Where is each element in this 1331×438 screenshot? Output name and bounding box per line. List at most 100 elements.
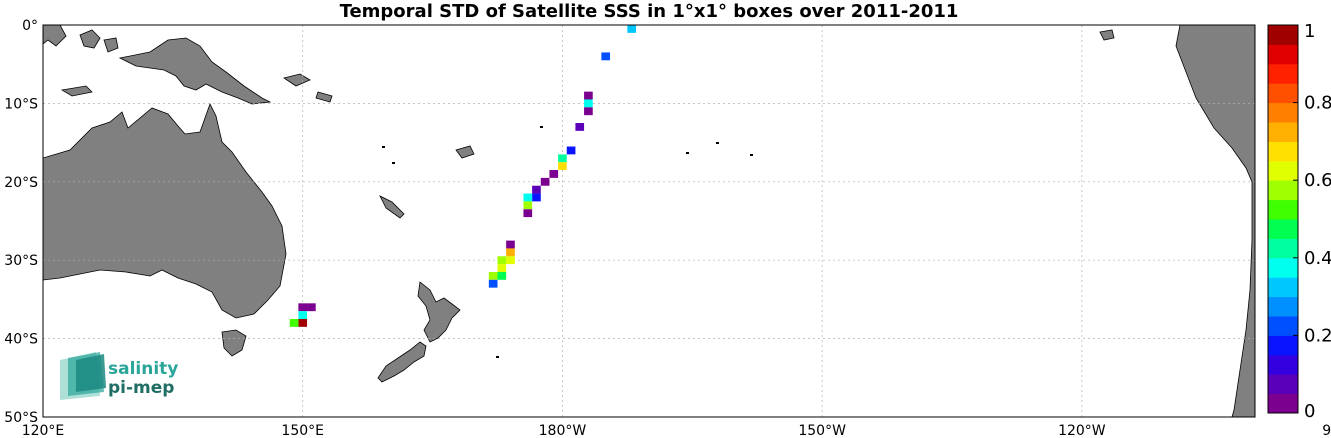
islet <box>686 152 689 154</box>
std-cell <box>575 123 585 131</box>
std-cell <box>307 303 316 312</box>
std-cell <box>497 256 507 265</box>
std-cell <box>558 154 567 163</box>
lat-tick-label: 10°S <box>4 96 38 112</box>
std-cell <box>601 52 611 61</box>
landmass-fiji <box>455 145 475 159</box>
std-cell <box>523 193 533 202</box>
landmass-timor <box>60 85 93 97</box>
colorbar-swatch <box>1268 277 1298 298</box>
landmass-galapagos <box>1099 29 1115 41</box>
lon-tick-label: 150°W <box>798 423 846 438</box>
std-cell <box>627 25 637 33</box>
colorbar-swatch <box>1268 219 1298 239</box>
lon-tick-label: 150°E <box>281 423 324 438</box>
islet <box>392 162 395 164</box>
std-cell <box>584 91 593 100</box>
std-cell <box>523 209 533 218</box>
lat-tick-label: 0° <box>22 18 38 34</box>
landmass-new-zealand-south <box>377 341 427 383</box>
std-cell <box>558 162 567 171</box>
colorbar-tick-label: 0.4 <box>1304 248 1331 269</box>
landmass-tasmania <box>221 329 247 357</box>
islet <box>750 154 753 156</box>
std-cell <box>488 279 498 288</box>
lon-tick-label: 180°W <box>539 423 587 438</box>
colorbar-tick-label: 1 <box>1304 21 1315 42</box>
std-cell <box>298 303 308 312</box>
colorbar-tick-label: 0.2 <box>1304 325 1331 346</box>
colorbar-swatch <box>1268 63 1298 84</box>
figure-title: Temporal STD of Satellite SSS in 1°x1° b… <box>340 1 959 22</box>
map-area <box>42 24 1256 418</box>
colorbar-swatch <box>1268 296 1298 317</box>
islet <box>540 126 543 128</box>
std-cell <box>506 248 515 257</box>
colorbar-swatch <box>1268 238 1298 259</box>
colorbar-swatch <box>1268 374 1298 395</box>
landmass-new-zealand-north <box>417 281 461 343</box>
colorbar-swatch <box>1268 335 1298 356</box>
std-cell <box>506 240 515 249</box>
logo-line-1: salinity <box>108 359 178 379</box>
std-cell <box>584 107 593 116</box>
landmass-new-guinea <box>118 37 272 105</box>
std-cell <box>584 99 593 108</box>
colorbar-swatch <box>1268 180 1298 201</box>
colorbar-swatch <box>1268 141 1298 162</box>
lat-tick-label: 20°S <box>4 175 38 191</box>
landmass-australia <box>43 102 287 319</box>
std-cell <box>289 319 299 327</box>
colorbar-swatch <box>1268 257 1298 278</box>
std-cells <box>289 25 637 327</box>
std-cell <box>506 256 515 265</box>
colorbar-swatch <box>1268 354 1298 375</box>
lat-tick-label: 30°S <box>4 253 38 269</box>
landmass-halmahera <box>103 37 119 53</box>
std-cell <box>298 319 308 327</box>
colorbar-frame <box>1267 24 1299 414</box>
std-cell <box>566 146 576 155</box>
lon-tick-label: 120°E <box>22 423 65 438</box>
logo-line-2: pi-mep <box>108 378 174 398</box>
std-cell <box>532 185 541 194</box>
colorbar: 0 0.2 0.4 0.6 0.8 1 <box>1267 21 1331 422</box>
landmass-indonesia <box>43 25 67 47</box>
islet <box>716 142 719 144</box>
colorbar-swatch <box>1268 83 1298 104</box>
map-frame <box>42 24 1256 418</box>
islet <box>382 146 385 148</box>
std-cell <box>298 311 308 319</box>
colorbar-swatch <box>1268 393 1298 414</box>
colorbar-swatch <box>1268 160 1298 181</box>
logo-wave-icon <box>76 354 106 392</box>
graticule <box>43 25 1255 417</box>
std-cell <box>549 170 559 178</box>
colorbar-swatch <box>1268 199 1298 220</box>
islet <box>496 356 499 358</box>
colorbar-tick-label: 0 <box>1304 401 1315 422</box>
std-cell <box>497 264 507 272</box>
lat-tick-label: 50°S <box>4 410 38 426</box>
landmass-new-caledonia <box>379 195 405 219</box>
colorbar-tick-label: 0.6 <box>1304 170 1331 191</box>
lon-tick-label: 120°W <box>1058 423 1106 438</box>
std-cell <box>540 177 550 186</box>
lon-tick-label: 90°W <box>1322 423 1331 438</box>
colorbar-swatch <box>1268 102 1298 123</box>
colorbar-swatch <box>1268 25 1298 45</box>
salinity-pi-mep-logo: salinity pi-mep <box>60 352 178 400</box>
colorbar-tick-label: 0.8 <box>1304 93 1331 114</box>
colorbar-swatch <box>1268 122 1298 142</box>
landmass-solomon <box>315 91 333 103</box>
colorbar-swatch <box>1268 44 1298 65</box>
colorbar-swatch <box>1268 316 1298 336</box>
longitude-tick-labels: 120°E 150°E 180°W 150°W 120°W 90°W <box>22 423 1331 438</box>
latitude-tick-labels: 0° 10°S 20°S 30°S 40°S 50°S <box>4 18 38 426</box>
std-cell <box>497 271 507 280</box>
std-cell <box>488 271 498 280</box>
std-cell <box>523 201 533 210</box>
landmass-sulawesi <box>79 29 101 49</box>
lat-tick-label: 40°S <box>4 332 38 348</box>
